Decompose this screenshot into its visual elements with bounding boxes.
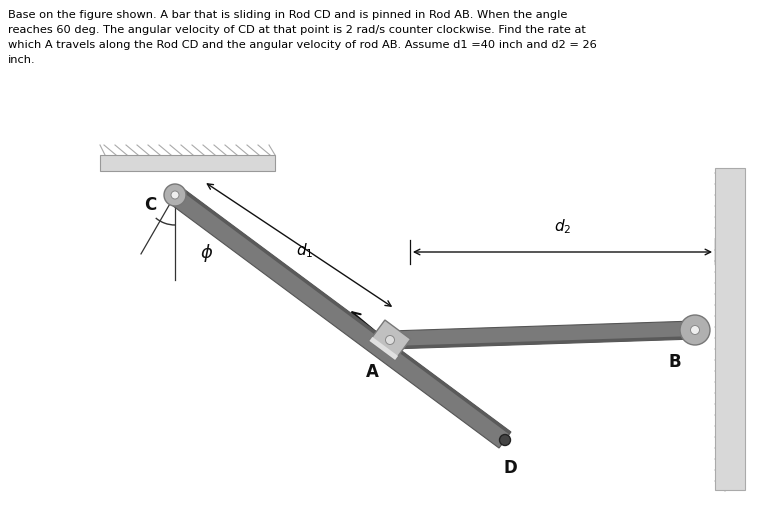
Polygon shape <box>169 187 511 448</box>
Text: $d_1$: $d_1$ <box>296 242 314 261</box>
Circle shape <box>171 191 179 199</box>
Circle shape <box>680 315 710 345</box>
Text: C: C <box>144 196 156 214</box>
Text: Base on the figure shown. A bar that is sliding in Rod CD and is pinned in Rod A: Base on the figure shown. A bar that is … <box>8 10 568 20</box>
Polygon shape <box>179 187 511 434</box>
Polygon shape <box>100 155 275 171</box>
Text: B: B <box>669 353 681 371</box>
Text: reaches 60 deg. The angular velocity of CD at that point is 2 rad/s counter cloc: reaches 60 deg. The angular velocity of … <box>8 25 586 35</box>
Text: $d_2$: $d_2$ <box>554 217 572 236</box>
Circle shape <box>500 434 510 445</box>
Text: $\phi$: $\phi$ <box>200 242 214 264</box>
Polygon shape <box>369 337 398 360</box>
Circle shape <box>164 184 186 206</box>
Text: inch.: inch. <box>8 55 36 65</box>
Polygon shape <box>380 321 695 349</box>
Text: which A travels along the Rod CD and the angular velocity of rod AB. Assume d1 =: which A travels along the Rod CD and the… <box>8 40 597 50</box>
Polygon shape <box>369 320 411 360</box>
Text: D: D <box>503 459 517 477</box>
Circle shape <box>691 325 700 335</box>
Text: A: A <box>365 363 378 381</box>
Circle shape <box>386 335 394 345</box>
Polygon shape <box>715 168 745 490</box>
Polygon shape <box>381 336 695 349</box>
